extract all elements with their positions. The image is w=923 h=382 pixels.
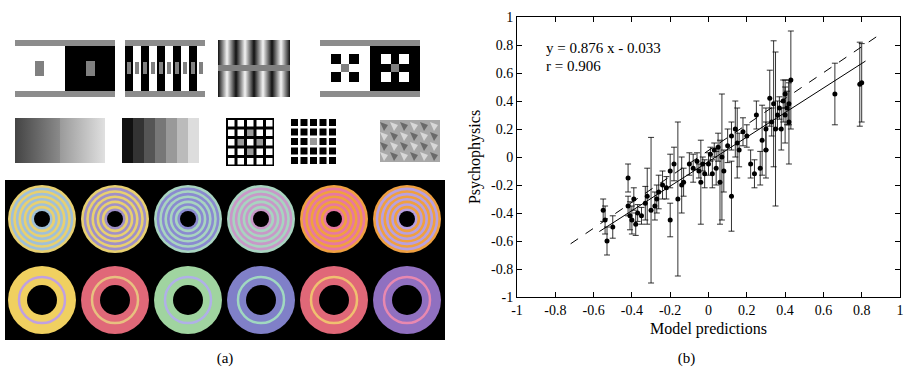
svg-text:0.8: 0.8 (853, 303, 871, 318)
svg-text:0.2: 0.2 (496, 122, 514, 137)
html-text:(a): (a) (216, 350, 234, 366)
svg-text:-0.6: -0.6 (583, 303, 605, 318)
svg-text:r = 0.906: r = 0.906 (546, 58, 601, 74)
svg-text:-0.8: -0.8 (491, 262, 513, 277)
svg-text:-0.2: -0.2 (491, 178, 513, 193)
svg-text:-0.4: -0.4 (491, 206, 513, 221)
svg-text:0.2: 0.2 (738, 303, 756, 318)
svg-text:0: 0 (705, 303, 712, 318)
svg-text:0.6: 0.6 (815, 303, 833, 318)
svg-text:Psychophysics: Psychophysics (466, 110, 484, 204)
svg-text:-0.2: -0.2 (659, 303, 681, 318)
svg-text:1: 1 (506, 10, 513, 25)
html-text:(b): (b) (677, 350, 696, 366)
svg-text:-0.8: -0.8 (544, 303, 566, 318)
svg-text:-1: -1 (502, 290, 514, 305)
svg-text:-1: -1 (511, 303, 523, 318)
svg-text:0.8: 0.8 (496, 38, 514, 53)
svg-text:-0.4: -0.4 (621, 303, 643, 318)
svg-text:0.4: 0.4 (496, 94, 514, 109)
svg-text:0.6: 0.6 (496, 66, 514, 81)
svg-text:Model predictions: Model predictions (650, 320, 767, 338)
svg-text:y = 0.876 x - 0.033: y = 0.876 x - 0.033 (546, 40, 661, 56)
svg-text:-0.6: -0.6 (491, 234, 513, 249)
svg-text:0.4: 0.4 (776, 303, 794, 318)
svg-text:1: 1 (897, 303, 904, 318)
svg-text:0: 0 (506, 150, 513, 165)
